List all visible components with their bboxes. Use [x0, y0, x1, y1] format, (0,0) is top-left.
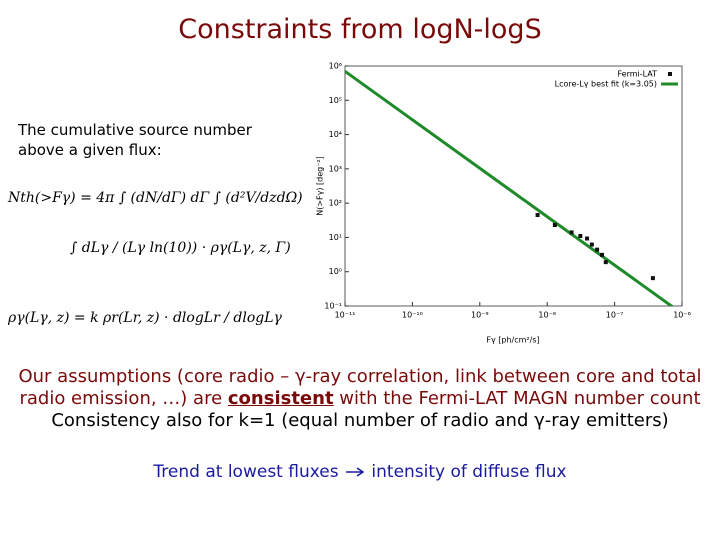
data-point: [585, 236, 590, 241]
intro-text: The cumulative source number above a giv…: [18, 121, 252, 159]
plot-frame: [344, 65, 683, 307]
y-tick-label: 10⁶: [329, 62, 342, 71]
data-point: [650, 276, 655, 281]
equation: ργ(Lγ, z) = k ρr(Lr, z) · dlogLr / dlogL…: [8, 310, 282, 326]
x-tick-label: 10⁻⁸: [538, 311, 556, 320]
plot-area: [345, 70, 674, 306]
text: intensity of diffuse flux: [371, 462, 567, 482]
y-tick-label: 10¹: [329, 233, 342, 242]
title: Constraints from logN-logS: [178, 14, 542, 45]
y-tick-label: 10⁰: [329, 267, 342, 276]
chart: Fγ [ph/cm²/s] N(>Fγ) [deg⁻²] Fermi-LATLc…: [316, 62, 691, 345]
emphasis: consistent: [227, 388, 334, 409]
equation: Nth(>Fγ) = 4π ∫ (dN/dΓ) dΓ ∫ (d²V/dzdΩ): [8, 190, 303, 206]
data-point: [569, 230, 574, 235]
paragraph: Our assumptions (core radio – γ-ray corr…: [4, 366, 716, 432]
data-point: [552, 223, 557, 228]
y-tick-label: 10³: [329, 164, 342, 173]
y-tick-label: 10⁴: [329, 130, 342, 139]
arrow: [346, 467, 365, 477]
x-tick-label: 10⁻¹⁰: [402, 311, 423, 320]
data-point: [599, 252, 604, 257]
legend-swatch: [668, 72, 672, 76]
x-tick-label: 10⁻⁹: [471, 311, 489, 320]
x-axis-label: Fγ [ph/cm²/s]: [486, 336, 539, 345]
text: Consistency also for k=1 (equal number o…: [51, 410, 669, 431]
trend-line: Trend at lowest fluxes intensity of diff…: [0, 462, 720, 482]
data-point: [603, 260, 608, 265]
data-point: [578, 234, 583, 239]
data-point: [589, 242, 594, 247]
x-tick-label: 10⁻⁷: [606, 311, 624, 320]
data-point: [595, 247, 600, 252]
legend-label: Fermi-LAT: [617, 70, 657, 79]
text: with the Fermi-LAT MAGN number count: [333, 388, 701, 409]
y-tick-label: 10⁵: [329, 96, 342, 105]
text: Our assumptions (core radio – γ-ray corr…: [18, 366, 702, 409]
equation: ∫ dLγ / (Lγ ln(10)) · ργ(Lγ, z, Γ): [70, 240, 291, 256]
y-tick-label: 10²: [329, 199, 342, 208]
data-point: [535, 213, 540, 218]
y-axis-label: N(>Fγ) [deg⁻²]: [316, 156, 325, 216]
fit-line: [345, 70, 674, 306]
text: Trend at lowest fluxes: [153, 462, 339, 482]
x-tick-label: 10⁻¹¹: [335, 311, 356, 320]
x-tick-label: 10⁻⁶: [673, 311, 691, 320]
y-tick-label: 10⁻¹: [324, 302, 342, 311]
legend-label: Lcore-Lγ best fit (k=3.05): [555, 80, 657, 89]
